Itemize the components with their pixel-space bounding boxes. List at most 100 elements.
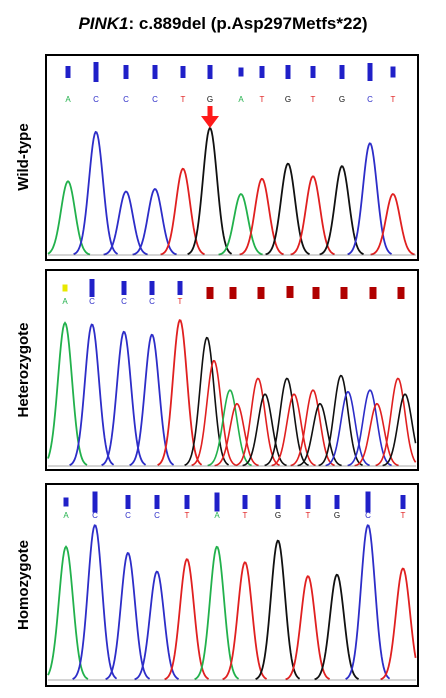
- base-call-bar: [312, 287, 320, 299]
- base-letter: C: [92, 511, 98, 520]
- panel-homozygote: Homozygote A C C C T A T G T G C T: [15, 483, 419, 687]
- trace-peak: [265, 162, 310, 256]
- base-call-bar: [286, 286, 294, 298]
- base-letter: C: [152, 95, 158, 104]
- base-letter: T: [401, 511, 406, 520]
- base-call-bar: [180, 66, 186, 78]
- arrow-head: [201, 116, 219, 128]
- base-call-bar: [184, 495, 190, 509]
- panel-label-heterozygote: Heterozygote: [15, 322, 32, 417]
- base-letter: T: [311, 95, 316, 104]
- base-letter: C: [365, 511, 371, 520]
- base-call-bar: [305, 495, 311, 509]
- base-call-bar: [334, 495, 340, 509]
- base-letter: T: [181, 95, 186, 104]
- figure-title: PINK1: c.889del (p.Asp297Metfs*22): [0, 14, 446, 34]
- base-call-bar: [365, 491, 371, 513]
- base-call-bars: [65, 62, 396, 82]
- trace-peak: [160, 167, 205, 256]
- base-call-bar: [93, 62, 99, 82]
- base-call-bar: [152, 65, 158, 79]
- base-letter: C: [154, 511, 160, 520]
- trace-peak: [47, 180, 91, 256]
- trace-peak: [345, 524, 391, 680]
- base-letter: T: [260, 95, 265, 104]
- trace-peak: [47, 545, 89, 680]
- base-call-bar: [339, 65, 345, 79]
- trace-peak: [207, 389, 252, 467]
- variant-arrow-icon: [201, 106, 219, 128]
- base-call-bar: [242, 495, 248, 509]
- base-call-bar: [125, 495, 131, 509]
- base-call-bar: [310, 66, 316, 78]
- base-call-bar: [238, 67, 244, 77]
- base-letter: A: [238, 95, 244, 104]
- base-call-bar: [257, 287, 265, 299]
- base-call-bar: [400, 495, 406, 509]
- trace-peak: [72, 524, 118, 680]
- trace-peak: [47, 321, 88, 466]
- base-letter: T: [391, 95, 396, 104]
- base-call-bar: [154, 495, 160, 509]
- trace-peak: [157, 319, 203, 466]
- base-letter: T: [243, 511, 248, 520]
- base-call-bar: [340, 287, 348, 299]
- base-letter: G: [207, 95, 213, 104]
- base-call-bar: [285, 65, 291, 79]
- base-letter: T: [178, 297, 183, 306]
- base-call-bar: [63, 497, 69, 507]
- base-letter: C: [367, 95, 373, 104]
- base-letter: G: [334, 511, 340, 520]
- base-call-bar: [214, 492, 220, 512]
- base-letter: C: [121, 297, 127, 306]
- base-call-bar: [207, 65, 213, 79]
- trace-peak: [297, 402, 342, 467]
- base-letter: A: [62, 297, 68, 306]
- panel-wild-type: Wild-type A C C C T G A T G T G C T: [15, 54, 419, 261]
- trace-curves: [47, 127, 416, 256]
- arrow-shaft: [207, 106, 213, 117]
- panel-label-wild-type: Wild-type: [15, 123, 32, 190]
- base-call-bar: [177, 281, 183, 295]
- base-call-bar: [62, 284, 68, 292]
- base-call-bar: [229, 287, 237, 299]
- base-call-bar: [397, 287, 405, 299]
- base-letter: T: [306, 511, 311, 520]
- trace-peak: [239, 177, 284, 256]
- trace-peak: [218, 193, 263, 256]
- trace-peak: [105, 552, 151, 681]
- trace-peak: [191, 359, 236, 467]
- base-call-bar: [206, 287, 214, 299]
- variant-notation: : c.889del (p.Asp297Metfs*22): [128, 14, 368, 33]
- trace-peak: [325, 391, 370, 467]
- gene-name: PINK1: [78, 14, 129, 33]
- trace-curves: [47, 319, 417, 467]
- base-call-bar: [390, 66, 396, 78]
- base-call-bar: [121, 281, 127, 295]
- trace-peak: [382, 393, 417, 467]
- base-letter: G: [275, 511, 281, 520]
- trace-peak: [222, 561, 268, 681]
- trace-peak: [314, 573, 360, 681]
- trace-peak: [319, 165, 364, 256]
- base-letter: A: [63, 511, 69, 520]
- trace-peak: [164, 558, 210, 681]
- trace-peak: [184, 336, 230, 466]
- trace-curves: [47, 524, 417, 681]
- base-letter: T: [185, 511, 190, 520]
- base-call-bar: [92, 491, 98, 513]
- base-call-bar: [149, 281, 155, 295]
- trace-peak: [73, 130, 119, 256]
- base-letter: G: [285, 95, 291, 104]
- trace-peak: [370, 193, 415, 256]
- base-call-bars: [62, 279, 405, 299]
- trace-peak: [347, 389, 392, 467]
- base-letter: C: [93, 95, 99, 104]
- base-call-bars: [63, 491, 406, 513]
- trace-peak: [69, 323, 115, 467]
- trace-peak: [264, 377, 309, 467]
- base-call-bar: [123, 65, 129, 79]
- trace-peak: [347, 142, 393, 256]
